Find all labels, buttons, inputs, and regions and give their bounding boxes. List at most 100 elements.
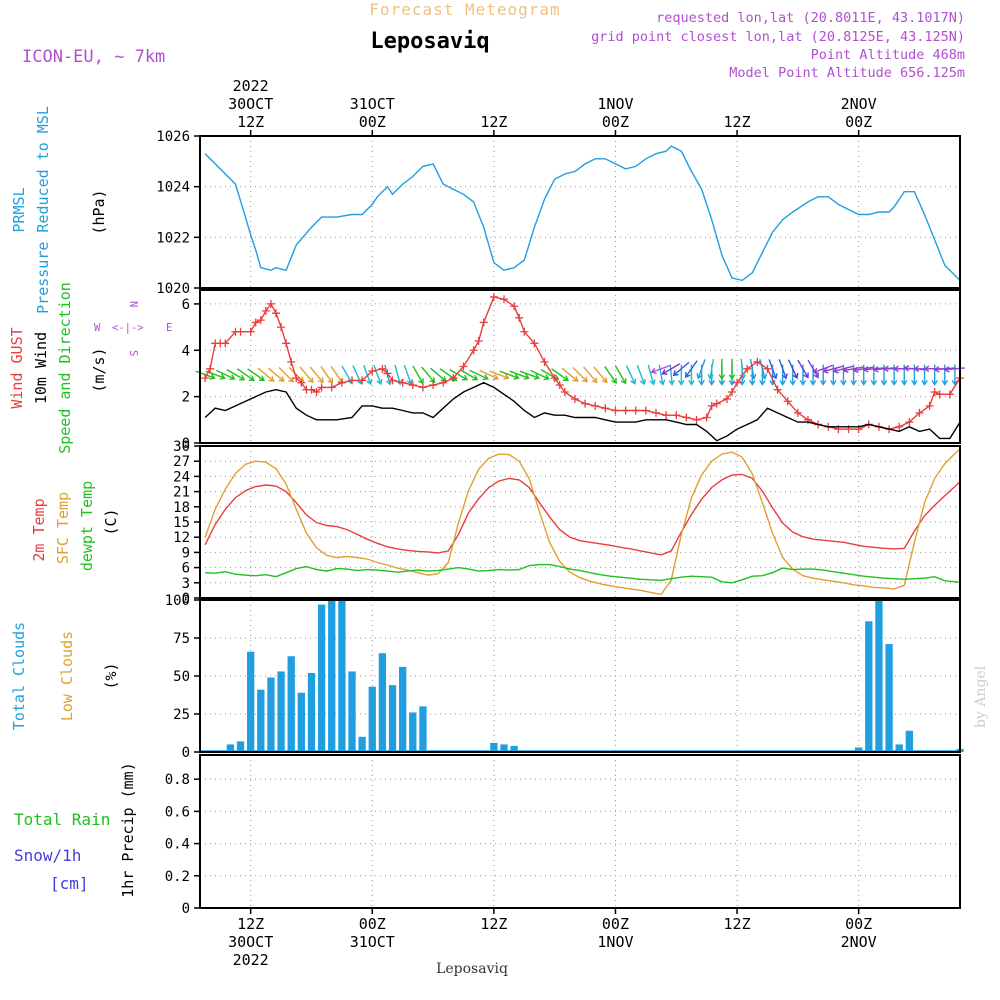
gust-marker: [358, 376, 367, 385]
temperature-frame: [199, 445, 961, 599]
wind-direction-arrow: [941, 364, 949, 386]
cloud-bar: [378, 653, 387, 752]
wind-direction-arrow: [519, 370, 540, 380]
time-tick-label: 00Z: [359, 915, 386, 933]
gust-marker: [368, 367, 377, 376]
wind-direction-arrow: [672, 361, 690, 377]
gust-marker: [348, 376, 356, 385]
gust-marker: [201, 374, 210, 383]
gust-marker: [312, 388, 321, 396]
gust-marker: [236, 327, 245, 336]
ytick-label: 0: [182, 591, 190, 607]
wind-direction-arrow: [812, 364, 833, 374]
wind-direction-arrow: [650, 364, 671, 374]
wind-direction-arrow: [509, 370, 530, 380]
cloud-bar: [419, 706, 427, 752]
time-tick-label: 2NOV: [841, 933, 877, 951]
ytick-label: 4: [182, 343, 190, 359]
wind-direction-arrow: [860, 364, 868, 386]
wind-direction-arrow: [880, 364, 888, 386]
wind-direction-arrow: [830, 364, 837, 386]
wind-direction-arrow: [943, 366, 965, 373]
ytick-label: 21: [173, 485, 190, 501]
gust-marker: [282, 339, 291, 348]
precip-ylabel: Total Rain Snow/1h [cm] 1hr Precip (mm): [14, 762, 137, 897]
cloud-bar: [490, 742, 498, 752]
gust-marker: [378, 364, 387, 373]
gust-marker: [459, 362, 468, 371]
precip-label: 1hr Precip (mm): [119, 762, 137, 897]
gust-marker: [945, 390, 954, 399]
gust-marker: [682, 413, 691, 422]
time-tick-label: 1NOV: [597, 95, 633, 113]
gust-marker: [560, 388, 569, 396]
wind-direction-arrow: [421, 366, 436, 384]
cloud-bar: [317, 604, 326, 752]
wind-direction-arrow: [647, 364, 656, 386]
ytick-label: 1026: [156, 129, 190, 145]
wind-panel: 0 2 4 6: [182, 289, 965, 452]
gust-marker: [773, 385, 782, 394]
gust-marker: [733, 378, 742, 387]
cloud-bar: [348, 671, 356, 752]
cloud-bar: [297, 692, 305, 752]
wind-direction-arrow: [819, 364, 827, 386]
cloud-bar: [865, 621, 873, 752]
clouds-unit: (%): [102, 662, 120, 689]
wind-direction-arrow: [247, 368, 265, 382]
gust-marker: [221, 339, 230, 348]
ytick-label: 100: [165, 593, 190, 609]
wind-direction-arrow: [696, 359, 706, 380]
gust-marker: [327, 383, 336, 392]
wind-direction-arrow: [572, 367, 588, 383]
gust-marker: [383, 369, 392, 378]
gust-marker: [540, 357, 549, 366]
wind-direction-arrow: [320, 366, 334, 384]
wind-direction-arrow: [850, 364, 857, 386]
cloud-bar: [257, 689, 265, 752]
gust-marker: [611, 406, 620, 415]
wind-direction-arrow: [299, 366, 314, 384]
wind-direction-arrow: [852, 366, 874, 374]
gust-marker: [398, 378, 407, 387]
cloud-bar: [855, 747, 863, 752]
cloud-bar: [895, 744, 903, 752]
pressure-label-line1: PRMSL: [10, 187, 28, 232]
clouds-label-line2: Low Clouds: [58, 631, 76, 721]
time-tick-label: 2022: [233, 77, 269, 95]
gust-marker: [530, 339, 539, 348]
gust-marker: [570, 394, 579, 403]
ytick-label: 9: [182, 545, 190, 561]
wind-label-line1: Wind GUST: [8, 327, 26, 408]
wind-direction-arrow: [862, 366, 884, 373]
wind-direction-arrow: [797, 359, 809, 379]
gust-marker: [256, 316, 265, 325]
wind-direction-arrow: [807, 359, 819, 379]
clouds-ylabel: Total Clouds Low Clouds (%): [10, 622, 120, 730]
wind-gust-line: [204, 296, 961, 430]
gust-marker: [753, 357, 762, 366]
cloud-bar: [338, 600, 346, 752]
gust-marker: [297, 378, 306, 387]
gust-marker: [555, 381, 564, 390]
wind-direction-arrow: [870, 364, 878, 386]
wind-frame: [199, 289, 961, 444]
pressure-panel: 1020 1022 1024 1026: [156, 129, 961, 297]
ytick-label: 12: [173, 530, 190, 546]
ytick-label: 0.4: [165, 837, 190, 853]
wind-label-line3: Speed and Direction: [56, 282, 74, 454]
cloud-bar: [500, 744, 508, 752]
pressure-unit: (hPa): [90, 189, 108, 234]
wind-direction-arrow: [412, 365, 424, 385]
compass-south: S: [127, 350, 139, 356]
wind-direction-arrow: [718, 358, 726, 381]
wind-direction-arrow: [890, 364, 898, 386]
gust-marker: [206, 364, 215, 373]
wind-direction-arrow: [931, 364, 938, 386]
requested-coords: requested lon,lat (20.8011E, 43.1017N): [656, 10, 965, 26]
subtitle: Forecast Meteogram: [369, 0, 560, 19]
gust-marker: [317, 383, 326, 392]
